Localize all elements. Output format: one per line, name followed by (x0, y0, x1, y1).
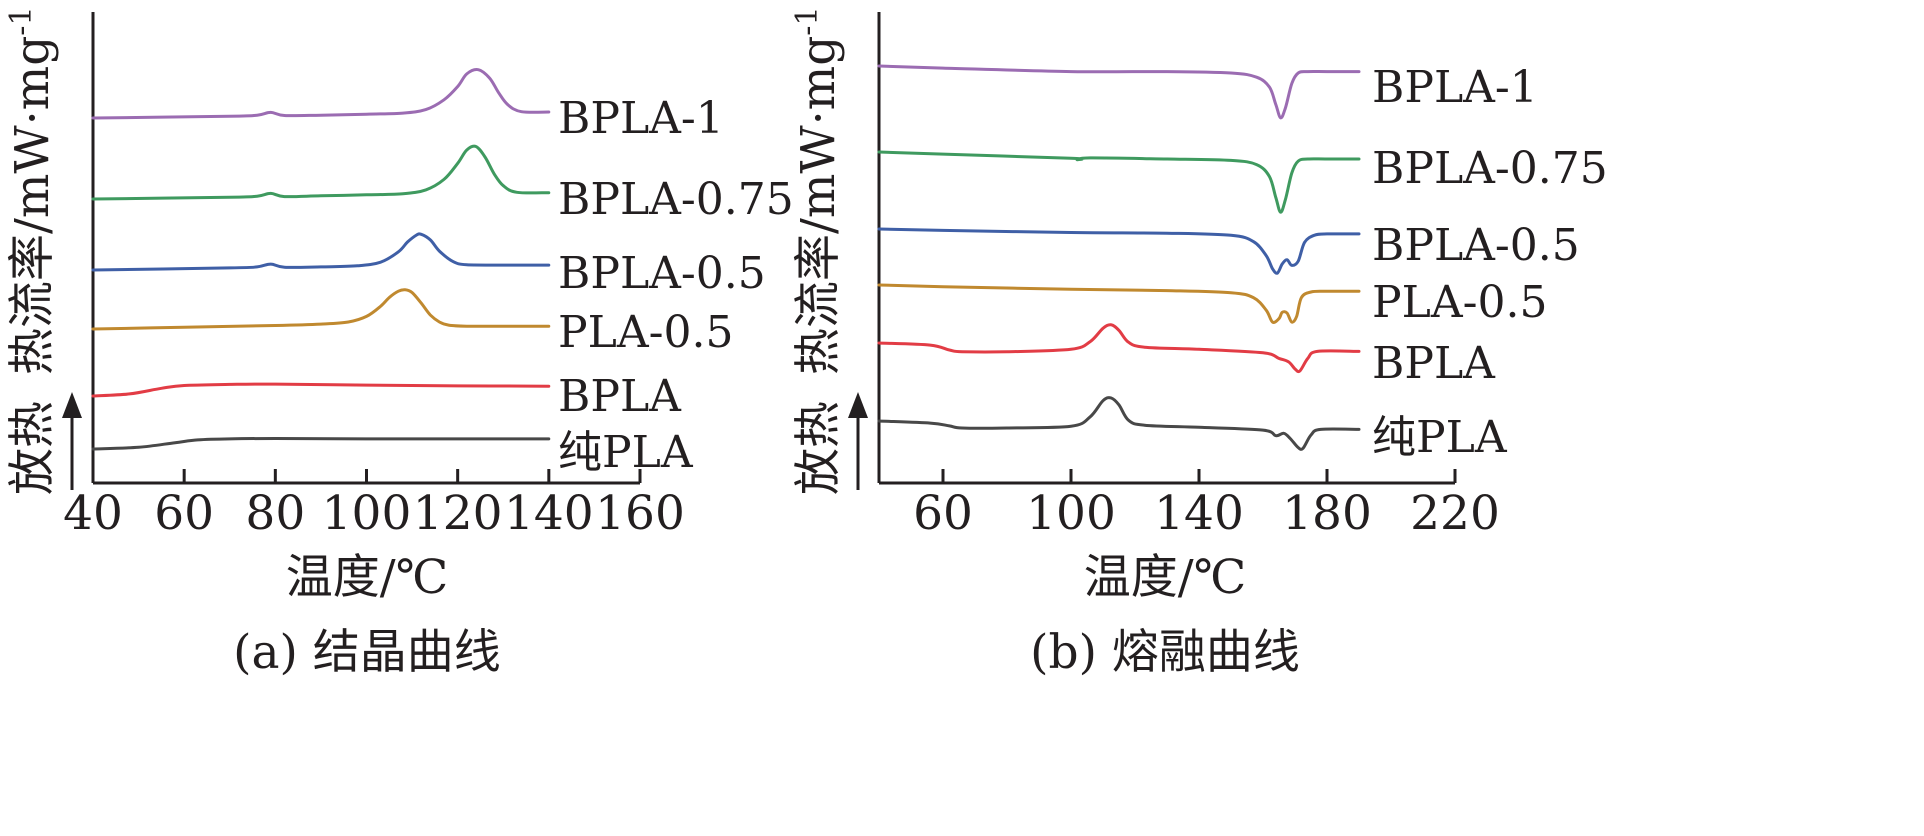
x-tick-label: 100 (322, 486, 412, 541)
series-labels: BPLA-1 BPLA-0.75 BPLA-0.5 PLA-0.5 BPLA 纯PLA (1372, 62, 1608, 463)
y-axis-label: 热流率/mW·mg-1 (4, 6, 61, 375)
x-tick-label: 140 (504, 486, 594, 541)
x-axis-label: 温度/℃ (1084, 550, 1246, 605)
series-line-pure-pla (91, 437, 551, 451)
panel-caption: (b) 熔融曲线 (1030, 625, 1300, 680)
x-tick-label: 60 (913, 486, 973, 541)
series-line-bpla (91, 382, 551, 398)
series-label-bpla: BPLA (1372, 338, 1496, 389)
series-label-bpla-0-5: BPLA-0.5 (1372, 220, 1580, 271)
series-label-pla-0-5: PLA-0.5 (1372, 277, 1547, 328)
y-axis-label-exponent: -1 (790, 6, 825, 35)
panel-caption: (a) 结晶曲线 (233, 625, 501, 680)
x-tick-label: 220 (1410, 486, 1500, 541)
x-tick-label: 140 (1154, 486, 1244, 541)
series-line-bpla-1 (877, 64, 1361, 120)
x-tick-labels: 40 60 80 100 120 140 160 (63, 486, 685, 541)
x-tick-labels: 60 100 140 180 220 (913, 486, 1500, 541)
melting-panel: 60 100 140 180 220 BPLA-1BPLA-0.75BPLA-0.5PL… (790, 6, 1608, 680)
y-axis-label-exponent: -1 (4, 6, 39, 35)
x-ticks (941, 469, 1457, 483)
series-line-bpla-0-75 (877, 150, 1361, 214)
series-lines (91, 68, 551, 451)
direction-label: 放热 (791, 401, 846, 495)
x-tick-label: 100 (1026, 486, 1116, 541)
series-label-pla-0-5: PLA-0.5 (558, 307, 733, 358)
direction-label: 放热 (5, 401, 60, 495)
x-tick-label: 80 (245, 486, 305, 541)
y-axis-label: 热流率/mW·mg-1 (790, 6, 847, 375)
series-label-bpla-0-75: BPLA-0.75 (558, 174, 794, 225)
x-tick-label: 40 (63, 486, 123, 541)
series-line-pla-0-5 (877, 283, 1361, 324)
exotherm-arrow-head (62, 392, 82, 418)
crystallization-panel: 40 60 80 100 120 140 160 BPLA-1BPLA-0.75BPLA-0… (4, 6, 794, 680)
series-label-bpla: BPLA (558, 371, 682, 422)
series-line-bpla-0-5 (91, 232, 551, 272)
series-line-pla-0-5 (91, 288, 551, 331)
series-line-bpla (877, 323, 1361, 374)
series-label-bpla-1: BPLA-1 (1372, 62, 1538, 113)
x-tick-label: 60 (154, 486, 214, 541)
exotherm-arrow-head (848, 392, 868, 418)
x-ticks (91, 469, 642, 483)
series-line-bpla-1 (91, 68, 551, 120)
x-tick-label: 120 (413, 486, 503, 541)
series-label-pure-pla: 纯PLA (1372, 412, 1508, 463)
x-axis-label: 温度/℃ (286, 550, 448, 605)
series-label-bpla-1: BPLA-1 (558, 93, 724, 144)
series-line-pure-pla (877, 396, 1361, 451)
series-label-bpla-0-5: BPLA-0.5 (558, 248, 766, 299)
series-line-bpla-0-75 (91, 144, 551, 201)
x-tick-label: 180 (1282, 486, 1372, 541)
series-line-bpla-0-5 (877, 227, 1361, 275)
x-tick-label: 160 (595, 486, 685, 541)
series-label-pure-pla: 纯PLA (558, 427, 694, 478)
series-lines (877, 64, 1361, 451)
series-label-bpla-0-75: BPLA-0.75 (1372, 143, 1608, 194)
